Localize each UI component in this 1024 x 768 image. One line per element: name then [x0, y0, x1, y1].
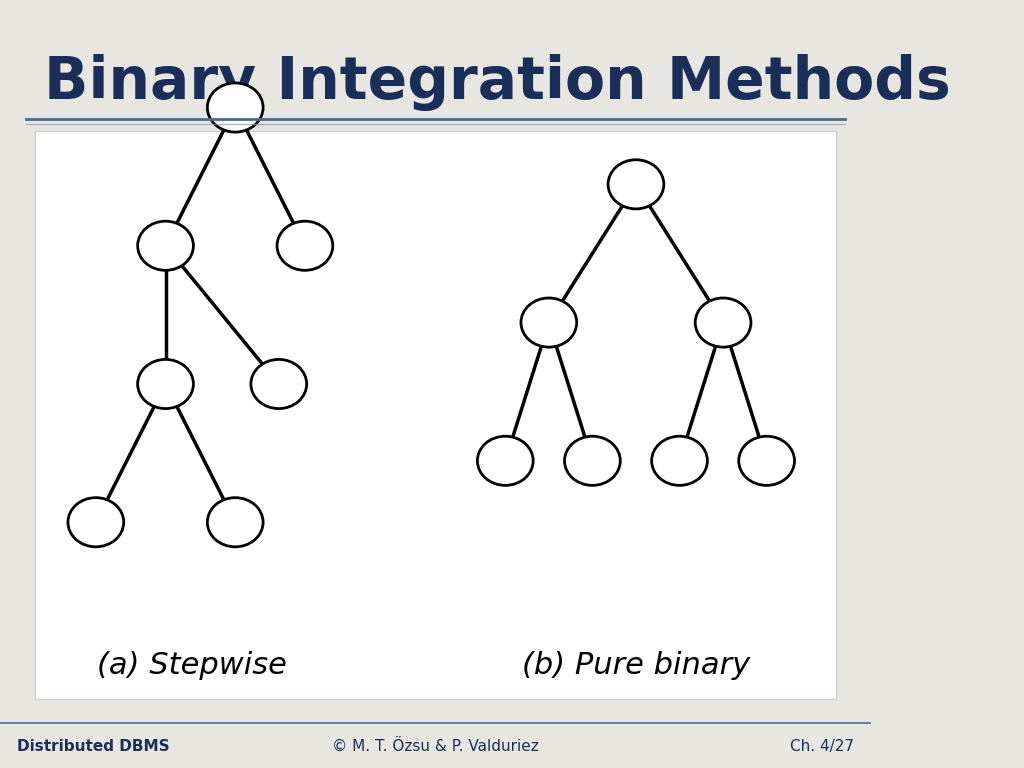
Circle shape	[651, 436, 708, 485]
Circle shape	[207, 83, 263, 132]
Circle shape	[251, 359, 306, 409]
Circle shape	[477, 436, 534, 485]
Circle shape	[207, 498, 263, 547]
Text: © M. T. Özsu & P. Valduriez: © M. T. Özsu & P. Valduriez	[332, 739, 539, 754]
Text: Ch. 4/27: Ch. 4/27	[790, 739, 854, 754]
Circle shape	[137, 359, 194, 409]
Text: (a) Stepwise: (a) Stepwise	[96, 650, 287, 680]
Circle shape	[608, 160, 664, 209]
Text: Binary Integration Methods: Binary Integration Methods	[44, 54, 950, 111]
Circle shape	[137, 221, 194, 270]
Circle shape	[521, 298, 577, 347]
Circle shape	[68, 498, 124, 547]
Text: Distributed DBMS: Distributed DBMS	[17, 739, 170, 754]
Text: (b) Pure binary: (b) Pure binary	[522, 650, 750, 680]
FancyBboxPatch shape	[35, 131, 837, 699]
Circle shape	[738, 436, 795, 485]
Circle shape	[564, 436, 621, 485]
Circle shape	[278, 221, 333, 270]
Circle shape	[695, 298, 751, 347]
